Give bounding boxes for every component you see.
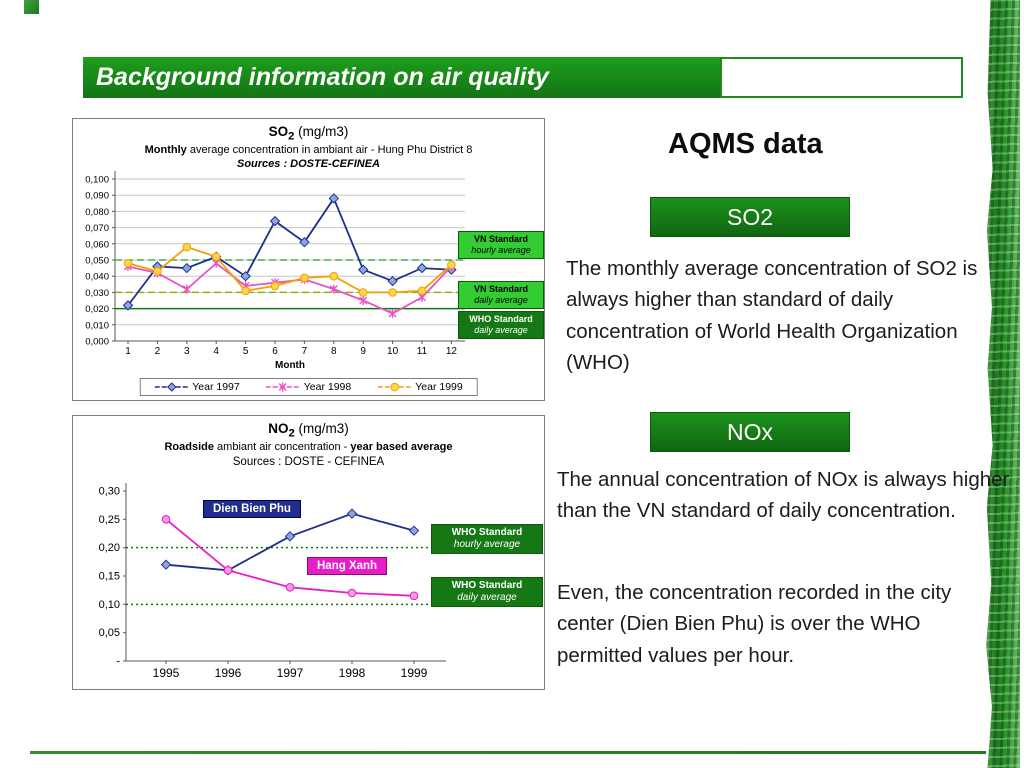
nox-badge: NOx [650,412,850,452]
so2-chart-subtitle: Monthly average concentration in ambiant… [144,143,473,156]
svg-text:4: 4 [213,346,219,357]
no2-chart-subtitle: Roadside ambiant air concentration - yea… [164,440,453,453]
so2-badge: SO2 [650,197,850,237]
header-green-bar: Background information on air quality [83,57,720,98]
svg-text:0,000: 0,000 [85,337,109,348]
no2-chart-title: NO2 (mg/m3) [268,421,349,440]
svg-text:0,010: 0,010 [85,320,109,331]
svg-text:3: 3 [184,346,190,357]
svg-text:7: 7 [302,346,308,357]
so2-chart-title: SO2 (mg/m3) [268,124,349,143]
svg-text:1995: 1995 [153,666,180,680]
nox-paragraph-2: Even, the concentration recorded in the … [557,581,952,667]
legend-item: Year 1998 [265,381,352,393]
nox-paragraph-1: The annual concentration of NOx is alway… [557,468,1010,523]
svg-text:1998: 1998 [339,666,366,680]
svg-text:12: 12 [446,346,458,357]
svg-text:2: 2 [155,346,161,357]
bottom-border-decoration [30,751,986,754]
right-border-decoration [986,0,1020,768]
legend-label: Year 1998 [303,381,352,393]
svg-text:0,20: 0,20 [99,542,120,554]
svg-text:0,020: 0,020 [85,304,109,315]
svg-text:0,030: 0,030 [85,288,109,299]
so2-chart-panel: SO2 (mg/m3) Monthly average concentratio… [72,118,545,401]
so2-chart-sources: Sources : DOSTE-CEFINEA [236,157,381,170]
hang-xanh-series-label: Hang Xanh [307,557,388,575]
svg-text:0,070: 0,070 [85,223,109,234]
svg-text:0,10: 0,10 [99,599,120,611]
no2-chart-panel: NO2 (mg/m3) Roadside ambiant air concent… [72,415,545,690]
legend-label: Year 1999 [415,381,463,393]
svg-text:11: 11 [417,346,428,357]
svg-text:0,30: 0,30 [99,486,120,498]
svg-text:1996: 1996 [215,666,242,680]
svg-text:0,25: 0,25 [99,514,120,526]
legend-item: Year 1999 [377,381,463,393]
corner-decoration [24,0,39,14]
svg-text:1: 1 [125,346,131,357]
legend-item: Year 1997 [154,381,240,393]
svg-text:1999: 1999 [401,666,428,680]
legend-label: Year 1997 [192,381,240,393]
svg-text:0,050: 0,050 [85,256,109,267]
svg-text:-: - [116,656,120,668]
svg-text:0,090: 0,090 [85,191,109,202]
svg-text:0,040: 0,040 [85,272,109,283]
svg-text:5: 5 [243,346,249,357]
svg-text:9: 9 [360,346,366,357]
aqms-data-title: AQMS data [668,128,823,160]
who-standard-daily-label: WHO Standard daily average [458,311,544,339]
who-standard-hourly-label: WHO Standard hourly average [431,524,543,554]
vn-standard-daily-label: VN Standard daily average [458,281,544,309]
vn-standard-hourly-label: VN Standard hourly average [458,231,544,259]
header-bar: Background information on air quality [83,57,963,98]
svg-text:0,060: 0,060 [85,239,109,250]
svg-text:10: 10 [387,346,399,357]
so2-paragraph: The monthly average concentration of SO2… [566,257,978,375]
svg-text:8: 8 [331,346,337,357]
svg-text:6: 6 [272,346,278,357]
svg-text:0,100: 0,100 [85,175,109,186]
no2-chart-sources: Sources : DOSTE - CEFINEA [232,455,385,468]
svg-text:1997: 1997 [277,666,304,680]
no2-chart-titles: NO2 (mg/m3) Roadside ambiant air concent… [73,416,544,469]
svg-text:0,15: 0,15 [99,571,120,583]
no2-plot: - 0,05 0,10 0,15 0,20 0,25 0,30 1995 1996 1997 199… [99,483,446,680]
svg-text:Month: Month [275,360,305,371]
header-outline-box [720,57,963,98]
svg-text:0,05: 0,05 [99,627,120,639]
so2-plot: 0,000 0,010 0,020 0,030 0,040 0,050 0,060 0,070… [85,171,465,371]
so2-chart-legend: Year 1997 Year 1998 Year 1999 [139,378,478,396]
svg-text:0,080: 0,080 [85,207,109,218]
dien-bien-phu-series-label: Dien Bien Phu [203,500,301,518]
who-standard-daily-label-no2: WHO Standard daily average [431,577,543,607]
so2-chart-titles: SO2 (mg/m3) Monthly average concentratio… [73,119,544,171]
slide-title: Background information on air quality [96,63,549,91]
